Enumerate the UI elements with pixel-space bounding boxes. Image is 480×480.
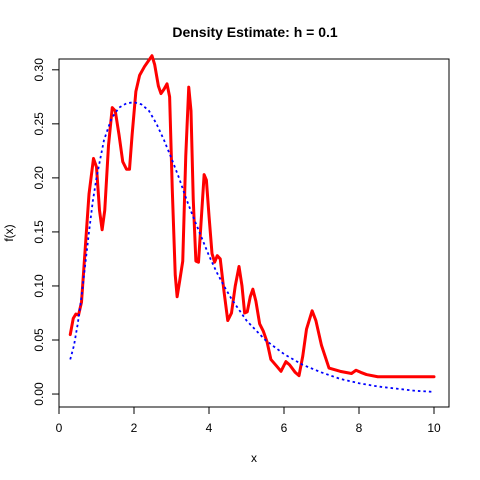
y-tick-label: 0.15 bbox=[32, 220, 46, 244]
x-tick-label: 0 bbox=[56, 421, 63, 435]
y-tick-label: 0.25 bbox=[32, 112, 46, 136]
series-layer bbox=[68, 54, 436, 393]
y-axis-label: f(x) bbox=[2, 224, 16, 241]
y-tick-label: 0.10 bbox=[32, 274, 46, 298]
kernel-density-line bbox=[68, 54, 436, 379]
y-tick-label: 0.05 bbox=[32, 328, 46, 352]
y-tick-label: 0.20 bbox=[32, 166, 46, 190]
x-tick-label: 8 bbox=[356, 421, 363, 435]
x-tick-label: 2 bbox=[131, 421, 138, 435]
y-tick-label: 0.30 bbox=[32, 58, 46, 82]
chart-title: Density Estimate: h = 0.1 bbox=[172, 24, 338, 40]
y-axis: 0.00 0.05 0.10 0.15 0.20 0.25 0.30 bbox=[32, 58, 60, 406]
x-tick-label: 4 bbox=[206, 421, 213, 435]
x-axis-label: x bbox=[251, 451, 257, 465]
x-axis: 0 2 4 6 8 10 bbox=[56, 406, 441, 435]
y-tick-label: 0.00 bbox=[32, 382, 46, 406]
x-tick-label: 6 bbox=[281, 421, 288, 435]
x-tick-label: 10 bbox=[427, 421, 441, 435]
